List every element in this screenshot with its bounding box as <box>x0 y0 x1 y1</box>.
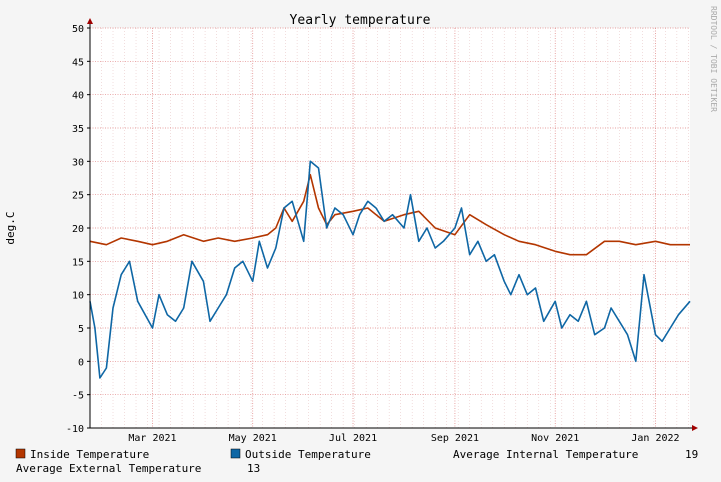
y-tick-label: 30 <box>72 157 84 168</box>
series-line-inside <box>89 173 690 256</box>
avg-external-value: 13 <box>247 462 260 475</box>
y-tick-label: 45 <box>72 57 84 68</box>
y-tick-label: -10 <box>66 424 84 435</box>
legend-swatch-inside <box>15 448 26 459</box>
y-axis-arrow <box>87 18 93 24</box>
y-tick-label: 20 <box>72 224 84 235</box>
series-line-outside <box>89 160 691 379</box>
y-tick-label: 40 <box>72 91 84 102</box>
y-axis-label: deg.C <box>4 211 17 244</box>
y-tick-label: 10 <box>72 291 84 302</box>
avg-internal-label: Average Internal Temperature <box>453 448 638 461</box>
x-tick-label: Mar 2021 <box>128 433 176 444</box>
y-tick-label: 35 <box>72 124 84 135</box>
avg-internal-value: 19 <box>685 448 698 461</box>
legend-inside-label: Inside Temperature <box>30 448 149 461</box>
y-tick-labels: -10 -5 0 5 10 15 20 25 30 35 40 45 50 <box>66 24 84 435</box>
legend: Inside Temperature Outside Temperature A… <box>15 448 698 475</box>
y-tick-label: 25 <box>72 191 84 202</box>
y-tick-label: -5 <box>72 391 84 402</box>
series-lines <box>89 160 691 379</box>
y-tick-label: 50 <box>72 24 84 35</box>
legend-swatch-outside <box>230 448 241 459</box>
x-tick-label: Nov 2021 <box>531 433 579 444</box>
y-tick-label: 5 <box>78 324 84 335</box>
x-tick-label: Jan 2022 <box>631 433 679 444</box>
x-tick-label: Jul 2021 <box>329 433 377 444</box>
avg-external-label: Average External Temperature <box>16 462 201 475</box>
legend-outside-label: Outside Temperature <box>245 448 371 461</box>
y-tick-label: 0 <box>78 357 84 368</box>
axes <box>87 18 698 431</box>
y-tick-label: 15 <box>72 257 84 268</box>
x-tick-label: Sep 2021 <box>431 433 479 444</box>
x-tick-label: May 2021 <box>229 433 277 444</box>
grid <box>90 27 690 428</box>
x-tick-labels: Mar 2021 May 2021 Jul 2021 Sep 2021 Nov 2021… <box>128 433 679 444</box>
watermark: RRDTOOL / TOBI OETIKER <box>709 6 718 112</box>
chart-title: Yearly temperature <box>290 13 431 28</box>
x-axis-arrow <box>692 425 698 431</box>
